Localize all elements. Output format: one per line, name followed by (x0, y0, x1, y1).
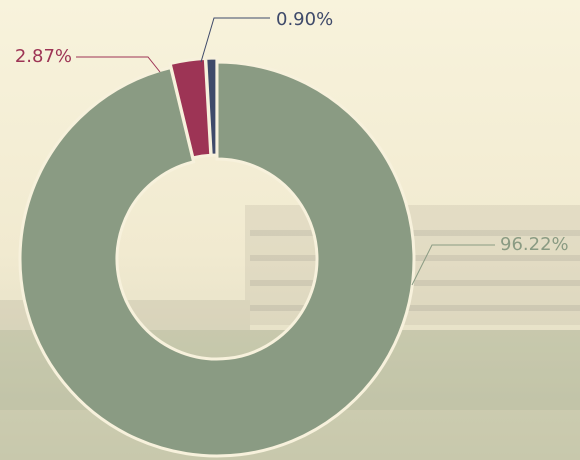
value-label: 2.87% (15, 46, 72, 67)
leader-line (200, 17, 270, 63)
donut-slice (18, 60, 416, 458)
leader-line (411, 244, 495, 286)
value-label: 0.90% (276, 9, 333, 30)
donut-slice (204, 56, 219, 157)
leader-line (76, 56, 161, 73)
value-label: 96.22% (500, 234, 569, 255)
